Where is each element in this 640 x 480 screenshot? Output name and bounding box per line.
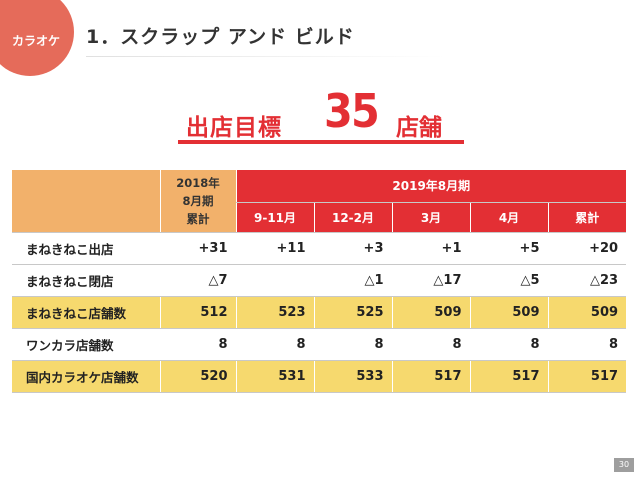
table-cell: 8 (235, 328, 314, 361)
table-cell: 517 (547, 360, 627, 393)
column-header-april: 4月 (469, 202, 548, 233)
column-header-12-2: 12-2月 (313, 202, 392, 233)
table-cell: +3 (313, 232, 392, 265)
table-cell: 531 (235, 360, 314, 393)
table-cell: 8 (391, 328, 470, 361)
table-row: 国内カラオケ店舗数 520 531 533 517 517 517 (12, 360, 627, 393)
table-cell: +11 (235, 232, 314, 265)
table-cell: △7 (159, 264, 236, 297)
table-cell: 523 (235, 296, 314, 329)
row-label: まねきねこ閉店 (12, 264, 160, 297)
page-number: 30 (614, 458, 634, 472)
column-header-9-11: 9-11月 (235, 202, 314, 233)
table-cell: 8 (547, 328, 627, 361)
table-cell: △1 (313, 264, 392, 297)
row-label: まねきねこ店舗数 (12, 296, 160, 329)
header-2018-line-1: 2018年 (176, 175, 220, 190)
table-row: ワンカラ店舗数 8 8 8 8 8 8 (12, 328, 627, 361)
header-2018-cumulative: 2018年 8月期 累計 (159, 170, 236, 233)
row-label: ワンカラ店舗数 (12, 328, 160, 361)
table-cell: 509 (391, 296, 470, 329)
store-target-headline: 出店目標 35 店舗 (178, 80, 468, 141)
row-label: まねきねこ出店 (12, 232, 160, 265)
table-cell: 520 (159, 360, 236, 393)
header-2018-line-2: 8月期 (182, 193, 214, 208)
column-header-cumulative: 累計 (547, 202, 627, 233)
table-cell: 509 (469, 296, 548, 329)
header-2019: 2019年8月期 (235, 170, 627, 203)
store-count-table: 2018年 8月期 累計 2019年8月期 9-11月 12-2月 3月 4月 … (12, 170, 627, 393)
table-cell: △5 (469, 264, 548, 297)
table-cell: 517 (391, 360, 470, 393)
table-cell: +20 (547, 232, 627, 265)
headline-number: 35 (324, 84, 380, 138)
row-label: 国内カラオケ店舗数 (12, 360, 160, 393)
table-cell: +1 (391, 232, 470, 265)
table-cell: 8 (159, 328, 236, 361)
table-row: まねきねこ出店 +31 +11 +3 +1 +5 +20 (12, 232, 627, 265)
table-cell: 517 (469, 360, 548, 393)
headline-underline (178, 140, 464, 144)
table-cell: 512 (159, 296, 236, 329)
column-header-march: 3月 (391, 202, 470, 233)
table-cell: △17 (391, 264, 470, 297)
table-cell: 533 (313, 360, 392, 393)
table-cell: 8 (469, 328, 548, 361)
table-row: まねきねこ閉店 △7 △1 △17 △5 △23 (12, 264, 627, 297)
table-cell: +31 (159, 232, 236, 265)
table-cell: +5 (469, 232, 548, 265)
headline-label: 出店目標 (186, 115, 282, 141)
table-cell: 509 (547, 296, 627, 329)
table-corner-cell (12, 170, 160, 233)
table-cell (235, 264, 314, 297)
table-row: まねきねこ店舗数 512 523 525 509 509 509 (12, 296, 627, 329)
header-2018-line-3: 累計 (186, 211, 210, 226)
table-cell: 525 (313, 296, 392, 329)
category-badge-label: カラオケ (12, 34, 61, 48)
table-cell: 8 (313, 328, 392, 361)
page-title: 1．スクラップ アンド ビルド (86, 26, 355, 48)
table-cell: △23 (547, 264, 627, 297)
headline-unit: 店舗 (396, 115, 442, 141)
title-divider (86, 56, 446, 57)
